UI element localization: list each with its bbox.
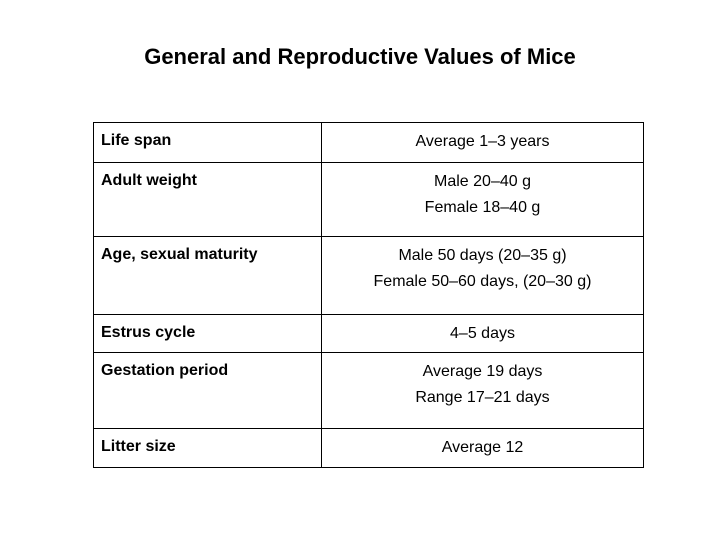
value-line: Range 17–21 days <box>415 389 550 406</box>
value-line: 4–5 days <box>450 325 515 342</box>
row-value: Male 20–40 g Female 18–40 g <box>321 162 644 237</box>
row-value: Male 50 days (20–35 g) Female 50–60 days… <box>321 236 644 315</box>
table-row-gestation-period: Gestation period Average 19 days Range 1… <box>93 352 644 429</box>
slide-title: General and Reproductive Values of Mice <box>144 44 576 69</box>
row-label: Estrus cycle <box>93 314 322 353</box>
table-row-adult-weight: Adult weight Male 20–40 g Female 18–40 g <box>93 162 644 237</box>
row-value: Average 19 days Range 17–21 days <box>321 352 644 429</box>
row-value: Average 1–3 years <box>321 122 644 163</box>
table-row-litter-size: Litter size Average 12 <box>93 428 644 468</box>
row-label: Life span <box>93 122 322 163</box>
table-row-life-span: Life span Average 1–3 years <box>93 122 644 163</box>
row-label: Adult weight <box>93 162 322 237</box>
row-label: Age, sexual maturity <box>93 236 322 315</box>
mouse-values-table: Life span Average 1–3 years Adult weight… <box>93 122 644 468</box>
table-row-estrus-cycle: Estrus cycle 4–5 days <box>93 314 644 353</box>
table-row-sexual-maturity: Age, sexual maturity Male 50 days (20–35… <box>93 236 644 315</box>
value-line: Male 50 days (20–35 g) <box>398 247 567 264</box>
value-line: Male 20–40 g <box>434 173 531 190</box>
value-line: Female 50–60 days, (20–30 g) <box>373 273 592 290</box>
row-value: Average 12 <box>321 428 644 468</box>
row-value: 4–5 days <box>321 314 644 353</box>
value-line: Average 12 <box>441 439 524 456</box>
value-line: Female 18–40 g <box>424 199 541 216</box>
value-line: Average 1–3 years <box>415 133 550 150</box>
row-label: Litter size <box>93 428 322 468</box>
row-label: Gestation period <box>93 352 322 429</box>
value-line: Average 19 days <box>422 363 543 380</box>
